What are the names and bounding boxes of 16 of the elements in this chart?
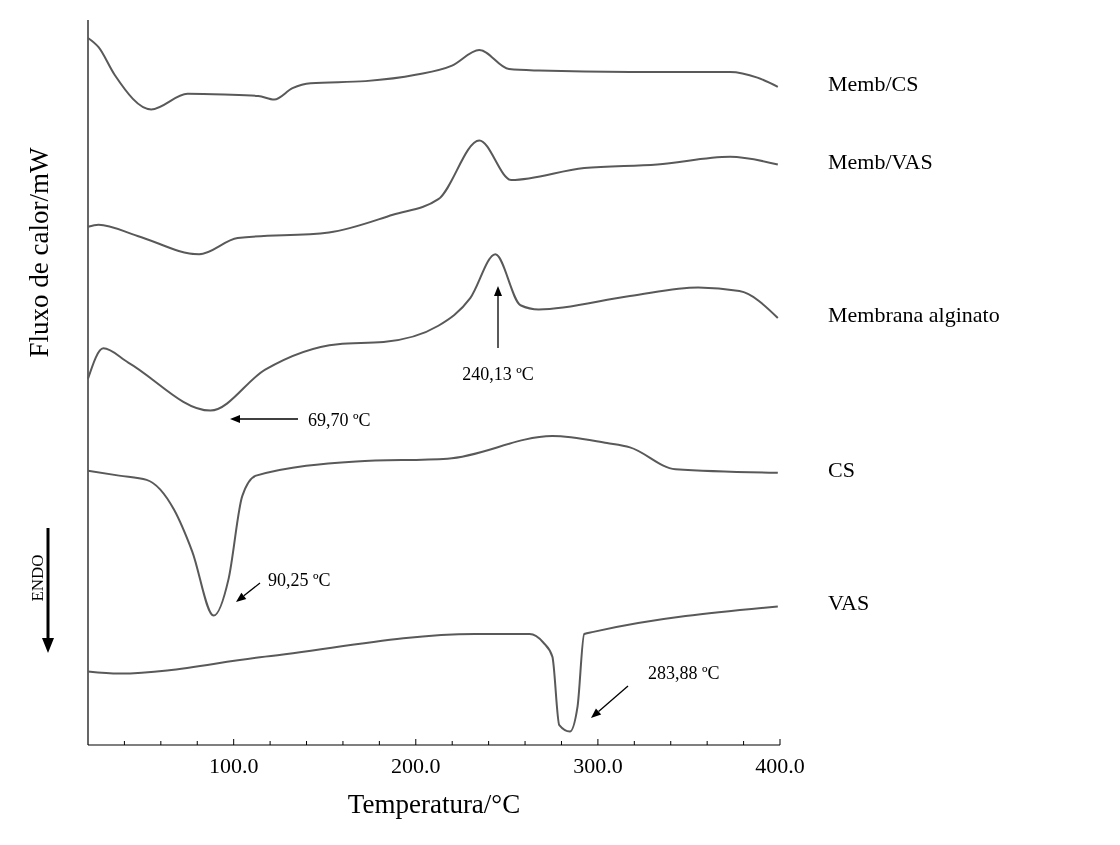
annotation: 69,70 ºC bbox=[308, 410, 371, 430]
annotation: 240,13 ºC bbox=[462, 364, 534, 384]
x-tick-label: 300.0 bbox=[573, 753, 623, 778]
x-tick-label: 100.0 bbox=[208, 753, 259, 778]
text: CS bbox=[828, 456, 855, 482]
x-tick-label: 200.0 bbox=[391, 753, 441, 778]
text: Memb/CS bbox=[828, 70, 919, 96]
x-axis-title: Temperatura/°C bbox=[347, 789, 521, 819]
annotation: 90,25 ºC bbox=[268, 570, 331, 590]
x-tick-label: 400.0 bbox=[755, 753, 805, 778]
text: VAS bbox=[828, 590, 870, 616]
text: Membrana alginato bbox=[828, 301, 1000, 327]
text: Memb/VAS bbox=[828, 148, 933, 174]
text: ENDO bbox=[28, 554, 47, 602]
y-axis-title: Fluxo de calor/mW bbox=[24, 147, 54, 358]
annotation: 283,88 ºC bbox=[648, 663, 720, 683]
